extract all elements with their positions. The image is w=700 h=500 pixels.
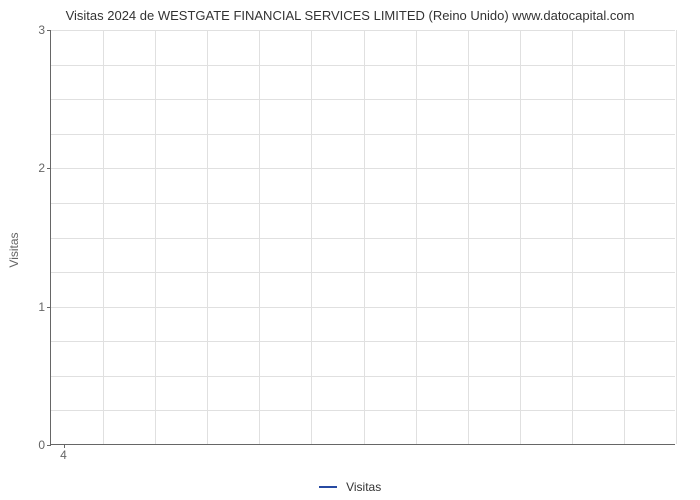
y-tick-mark [47,445,51,446]
vgrid-line [207,30,208,444]
vgrid-line [103,30,104,444]
legend-swatch [319,486,337,488]
y-tick-label: 1 [29,300,45,314]
chart-title: Visitas 2024 de WESTGATE FINANCIAL SERVI… [0,8,700,23]
y-tick-mark [47,168,51,169]
y-tick-label: 3 [29,23,45,37]
vgrid-line [676,30,677,444]
vgrid-line [416,30,417,444]
vgrid-line [468,30,469,444]
vgrid-line [624,30,625,444]
plot-area: 01234 [50,30,675,445]
vgrid-line [259,30,260,444]
visits-line-chart: Visitas 2024 de WESTGATE FINANCIAL SERVI… [0,0,700,500]
y-tick-label: 0 [29,438,45,452]
y-tick-mark [47,30,51,31]
legend-label: Visitas [346,480,381,494]
x-tick-label: 4 [60,448,67,462]
vgrid-line [155,30,156,444]
y-axis-title: Visitas [7,232,21,267]
y-tick-label: 2 [29,161,45,175]
legend: Visitas [0,479,700,494]
vgrid-line [364,30,365,444]
vgrid-line [311,30,312,444]
vgrid-line [572,30,573,444]
y-tick-mark [47,307,51,308]
vgrid-line [520,30,521,444]
